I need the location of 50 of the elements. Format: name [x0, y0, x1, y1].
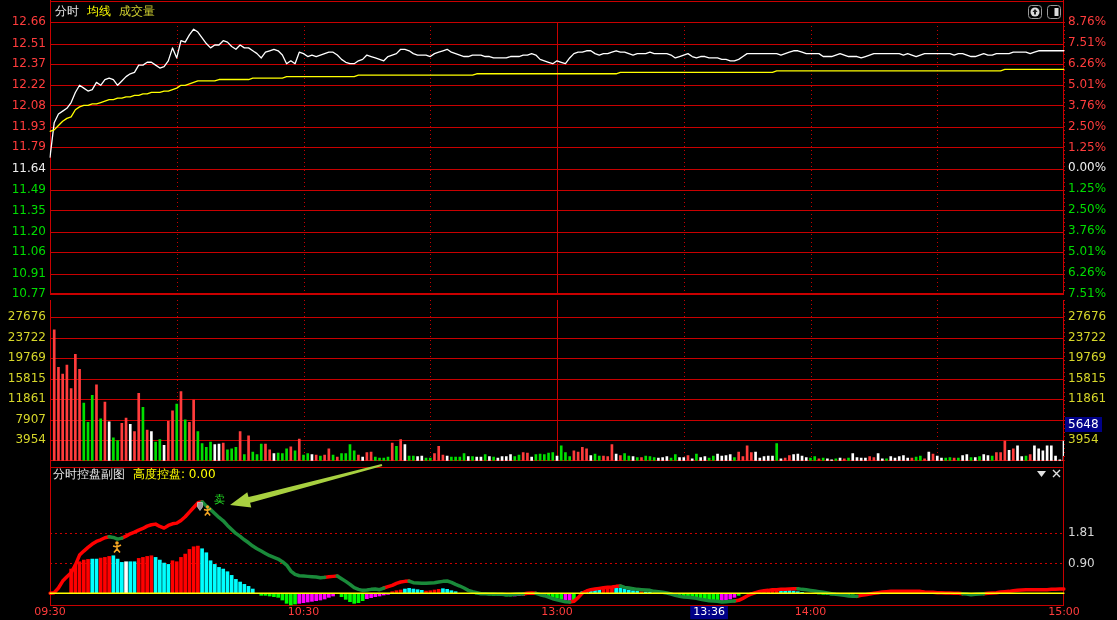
annotation: 卖 — [214, 493, 225, 507]
y-tick-label: 11861 — [7, 391, 46, 406]
y-tick-label: 10.77 — [11, 285, 46, 300]
y-tick-label: 11.79 — [11, 139, 46, 154]
x-tick-label: 10:30 — [287, 605, 320, 619]
y-tick-label: 27676 — [7, 309, 46, 324]
y2-tick-label: 1.25% — [1068, 181, 1107, 196]
y2-tick-label: 6.26% — [1068, 55, 1107, 70]
y-tick-label: 12.37 — [11, 55, 46, 70]
y2-tick-label: 8.76% — [1068, 14, 1107, 29]
text: 高度控盘: 0.00 — [133, 467, 216, 481]
y-tick-label: 3954 — [15, 432, 46, 447]
y-tick-label: 11.49 — [11, 182, 46, 197]
y2-tick-label: 2.50% — [1068, 202, 1107, 217]
chart-title: 分时 — [55, 4, 79, 18]
y-tick-label: 11.06 — [11, 244, 46, 259]
y-tick-label: 11.64 — [11, 160, 46, 175]
chart-title: 分时控盘副图 — [53, 467, 125, 481]
x-tick-label: 14:00 — [794, 605, 827, 619]
y2-tick-label: 7.51% — [1068, 285, 1107, 300]
y2-tick-label: 3.76% — [1068, 97, 1107, 112]
text: 成交量 — [119, 4, 155, 18]
y2-tick-label: 2.50% — [1068, 118, 1107, 133]
x-tick-label: 13:00 — [541, 605, 573, 619]
x-tick-label: 09:30 — [34, 605, 66, 619]
y2-tick-label: 7.51% — [1068, 35, 1107, 50]
y-tick-label: 11.20 — [11, 224, 46, 239]
y-tick-label: 1.81 — [1068, 525, 1095, 540]
y-tick-label: 19769 — [7, 350, 46, 365]
y-tick-label: 11.93 — [11, 119, 46, 134]
y2-tick-label: 3.76% — [1068, 223, 1107, 238]
y-tick-label: 15815 — [7, 370, 46, 385]
y-tick-label: 12.08 — [11, 97, 46, 112]
y-tick-label: 10.91 — [11, 265, 46, 280]
y-tick-label: 11.35 — [11, 202, 46, 217]
y2-tick-label: 5.01% — [1068, 244, 1107, 259]
y-tick-label: 12.66 — [11, 14, 46, 29]
y2-tick-label: 5.01% — [1068, 76, 1107, 91]
text: 均线 — [87, 4, 111, 18]
y-tick-label: 12.51 — [11, 35, 46, 50]
x-tick-label: 15:00 — [1048, 605, 1080, 619]
x-tick-label: 13:36 — [693, 605, 725, 619]
y2-tick-label: 0.00% — [1068, 160, 1107, 175]
y2-tick-label: 6.26% — [1068, 265, 1107, 280]
text: 5648 — [1065, 417, 1102, 432]
y-tick-label: 0.90 — [1068, 555, 1095, 570]
y2-tick-label: 1.25% — [1068, 139, 1107, 154]
y-tick-label: 23722 — [7, 329, 46, 344]
y-tick-label: 7907 — [15, 411, 46, 426]
y-tick-label: 12.22 — [11, 77, 46, 92]
